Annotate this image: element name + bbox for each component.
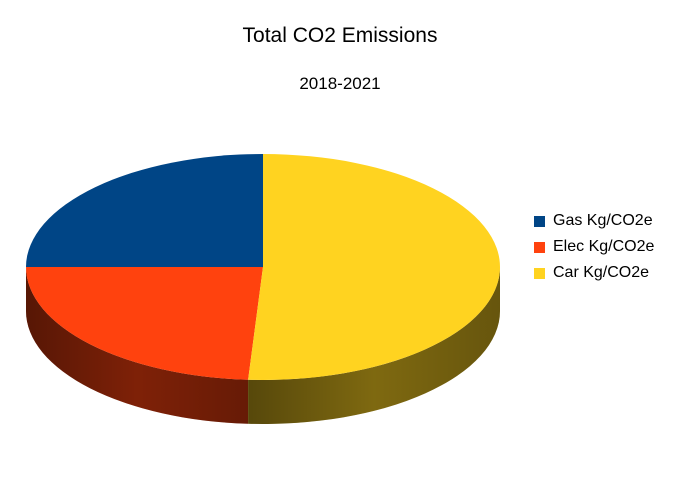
chart-subtitle: 2018-2021 [299,74,381,93]
legend-item-gas: Gas Kg/CO2e [534,208,654,234]
legend-swatch-elec [534,241,545,253]
pie-slices [26,154,501,380]
legend-swatch-car [534,267,545,279]
legend-swatch-gas [534,215,545,227]
pie-sides [26,267,500,424]
chart-legend: Gas Kg/CO2e Elec Kg/CO2e Car Kg/CO2e [534,208,654,286]
legend-label-elec: Elec Kg/CO2e [553,238,655,255]
chart-title: Total CO2 Emissions [242,24,438,47]
legend-item-elec: Elec Kg/CO2e [534,234,654,260]
pie-slice-gas [26,154,263,267]
pie-slice-car [248,154,501,380]
legend-label-gas: Gas Kg/CO2e [553,212,653,229]
legend-item-car: Car Kg/CO2e [534,260,654,286]
legend-label-car: Car Kg/CO2e [553,264,650,281]
pie-slice-elec [26,267,263,380]
pie-side-shading [26,267,249,424]
pie-side-shading [248,267,500,424]
